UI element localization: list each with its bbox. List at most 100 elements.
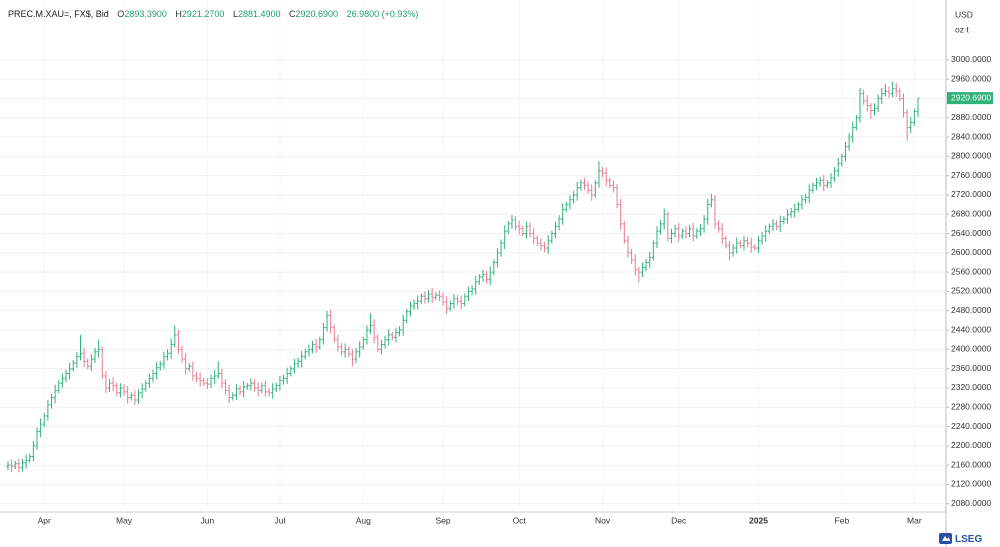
ohlc-bar bbox=[75, 351, 79, 368]
x-tick-label: Nov bbox=[595, 515, 611, 525]
ohlc-bar bbox=[575, 181, 579, 201]
ohlc-bar bbox=[86, 358, 90, 370]
ohlc-bar bbox=[880, 87, 884, 105]
y-tick-label: 2840.0000 bbox=[951, 131, 991, 141]
ohlc-bar bbox=[310, 340, 315, 354]
ohlc-bar bbox=[836, 157, 840, 177]
y-tick-label: 2720.0000 bbox=[951, 189, 991, 199]
ohlc-bar bbox=[894, 83, 898, 97]
ohlc-bar bbox=[909, 116, 913, 134]
ohlc-bar bbox=[147, 373, 151, 388]
ohlc-bar bbox=[223, 379, 228, 395]
ohlc-bar bbox=[727, 240, 732, 261]
ohlc-bar bbox=[180, 345, 184, 363]
ohlc-bar bbox=[144, 380, 148, 392]
ohlc-bar bbox=[535, 235, 539, 247]
ohlc-bar bbox=[60, 373, 64, 388]
ohlc-bar bbox=[869, 102, 873, 119]
ohlc-bar bbox=[481, 269, 485, 282]
ohlc-bar bbox=[271, 383, 275, 399]
ohlc-bar bbox=[597, 161, 601, 188]
ohlc-bar bbox=[876, 94, 880, 112]
ohlc-bar bbox=[372, 319, 376, 344]
ohlc-bar bbox=[517, 220, 521, 235]
ohlc-bar bbox=[579, 179, 583, 191]
ohlc-bar bbox=[445, 296, 449, 315]
x-tick-label: Feb bbox=[835, 515, 850, 525]
ohlc-bar bbox=[608, 177, 612, 189]
ohlc-bar bbox=[307, 344, 311, 357]
ohlc-bar bbox=[735, 237, 739, 254]
ohlc-bar bbox=[854, 114, 858, 131]
y-tick-label: 2200.0000 bbox=[951, 440, 991, 450]
ohlc-bar bbox=[292, 359, 297, 374]
ohlc-bar bbox=[234, 384, 239, 401]
y-tick-label: 2080.0000 bbox=[951, 498, 991, 508]
ohlc-key: H bbox=[175, 9, 182, 19]
ohlc-bar bbox=[510, 215, 514, 229]
y-tick-label: 2320.0000 bbox=[951, 382, 991, 392]
ohlc-bar bbox=[887, 86, 891, 99]
ohlc-bar bbox=[695, 228, 699, 239]
ohlc-bar bbox=[586, 181, 590, 194]
ohlc-bar bbox=[521, 225, 525, 237]
ohlc-bar bbox=[423, 291, 427, 304]
ohlc-bar bbox=[818, 176, 822, 187]
ohlc-bar bbox=[793, 203, 797, 218]
ohlc-bar bbox=[724, 235, 728, 249]
ohlc-bar bbox=[872, 103, 877, 116]
ohlc-bar bbox=[184, 353, 188, 375]
ohlc-bar bbox=[321, 322, 326, 345]
ohlc-bar bbox=[296, 357, 300, 368]
ohlc-bar bbox=[68, 362, 72, 380]
ohlc-bar bbox=[698, 223, 703, 236]
ohlc-key: C bbox=[289, 9, 296, 19]
ohlc-bar bbox=[205, 378, 210, 389]
ohlc-bar bbox=[13, 460, 17, 470]
ohlc-bar bbox=[789, 207, 793, 219]
ohlc-bar bbox=[39, 418, 43, 438]
logo-icon bbox=[939, 533, 952, 544]
ohlc-bar bbox=[651, 240, 655, 261]
ohlc-bar bbox=[840, 153, 844, 167]
ohlc-bar bbox=[582, 178, 587, 191]
ohlc-bar bbox=[753, 244, 757, 251]
x-tick-label: Apr bbox=[38, 515, 51, 525]
ohlc-bar bbox=[419, 293, 423, 305]
ohlc-bar bbox=[347, 346, 351, 358]
ohlc-bar bbox=[749, 237, 753, 253]
ohlc-bar bbox=[524, 221, 529, 239]
ohlc-bar bbox=[151, 369, 155, 383]
ohlc-bar bbox=[851, 121, 855, 143]
ohlc-value: 2893.3900 bbox=[124, 9, 167, 19]
ohlc-bar bbox=[368, 313, 373, 334]
ohlc-bar bbox=[680, 228, 684, 239]
ohlc-bar bbox=[687, 224, 692, 238]
ohlc-bar bbox=[488, 266, 492, 286]
y-tick-label: 3000.0000 bbox=[951, 54, 991, 64]
ohlc-bar bbox=[53, 384, 57, 404]
y-tick-label: 2240.0000 bbox=[951, 421, 991, 431]
ohlc-bar bbox=[350, 349, 355, 367]
y-tick-label: 2800.0000 bbox=[951, 151, 991, 161]
ohlc-bar bbox=[775, 220, 779, 231]
ohlc-bar bbox=[220, 368, 224, 388]
ohlc-bar bbox=[470, 285, 474, 296]
ohlc-bar bbox=[361, 336, 365, 350]
ohlc-bar bbox=[332, 324, 336, 343]
ohlc-bar bbox=[658, 220, 663, 236]
y-tick-label: 2280.0000 bbox=[951, 402, 991, 412]
ohlc-bar bbox=[568, 194, 572, 210]
ohlc-bar bbox=[158, 360, 162, 371]
logo-text: LSEG bbox=[955, 534, 982, 545]
ohlc-bar bbox=[532, 227, 536, 245]
ohlc-bar bbox=[100, 346, 104, 379]
y-tick-label: 2640.0000 bbox=[951, 228, 991, 238]
ohlc-bar bbox=[782, 216, 786, 225]
ohlc-bar bbox=[474, 276, 478, 295]
ohlc-bar bbox=[662, 208, 666, 230]
ohlc-bar bbox=[376, 334, 380, 353]
change: 26.9800 (+0.93%) bbox=[346, 9, 419, 19]
ohlc-bar bbox=[492, 259, 496, 276]
x-tick-label: Aug bbox=[356, 515, 371, 525]
